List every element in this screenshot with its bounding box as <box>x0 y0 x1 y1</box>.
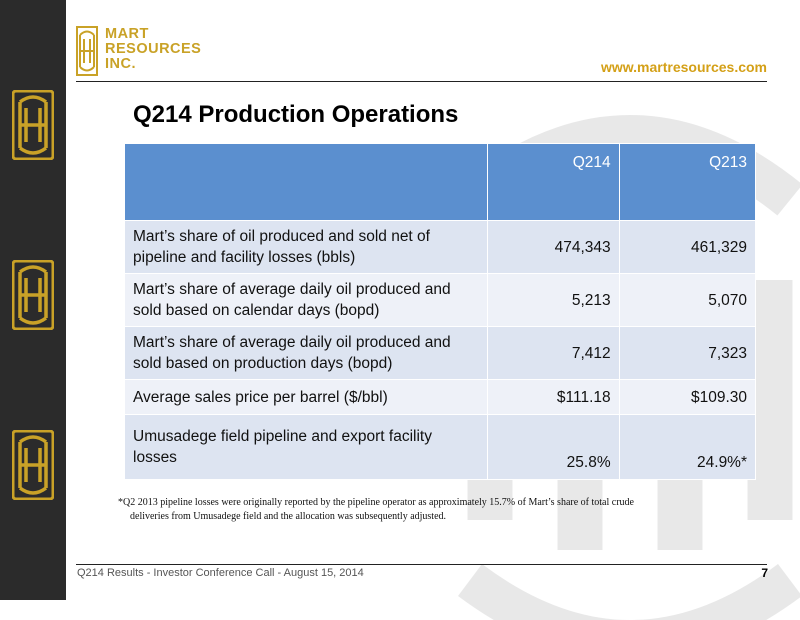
row-label: Mart’s share of oil produced and sold ne… <box>123 220 489 274</box>
footer-text: Q214 Results - Investor Conference Call … <box>77 567 364 579</box>
table-row: Mart’s share of average daily oil produc… <box>123 326 757 380</box>
table-header-label <box>123 143 489 221</box>
website-link[interactable]: www.martresources.com <box>601 59 767 75</box>
left-sidebar-bar <box>0 0 66 600</box>
table-row: Mart’s share of average daily oil produc… <box>123 273 757 327</box>
header-divider <box>76 81 767 82</box>
footnote: *Q2 2013 pipeline losses were originally… <box>118 496 718 524</box>
page-number: 7 <box>761 566 768 580</box>
mart-logo-icon <box>12 90 54 160</box>
table-row: Mart’s share of oil produced and sold ne… <box>123 220 757 274</box>
mart-logo-icon <box>12 430 54 500</box>
company-name: MART RESOURCES INC. <box>105 27 201 72</box>
row-value-q214: 474,343 <box>487 220 620 274</box>
row-label: Mart’s share of average daily oil produc… <box>123 273 489 327</box>
table-header-row: Q214 Q213 <box>123 143 757 221</box>
production-table: Q214 Q213 Mart’s share of oil produced a… <box>123 143 757 480</box>
row-value-q213: 461,329 <box>618 220 757 274</box>
company-name-line-2: RESOURCES <box>105 41 202 57</box>
row-value-q213: 24.9%* <box>618 414 757 480</box>
row-value-q213: $109.30 <box>618 379 757 415</box>
row-value-q214: 7,412 <box>487 326 620 380</box>
table-header-q213: Q213 <box>618 143 757 221</box>
company-name-line-3: INC. <box>105 56 136 72</box>
row-label: Mart’s share of average daily oil produc… <box>123 326 489 380</box>
page-title: Q214 Production Operations <box>133 101 459 128</box>
row-value-q214: 5,213 <box>487 273 620 327</box>
table-header-q214: Q214 <box>487 143 620 221</box>
table-row: Umusadege field pipeline and export faci… <box>123 414 757 480</box>
row-value-q214: 25.8% <box>487 414 620 480</box>
row-value-q213: 5,070 <box>618 273 757 327</box>
row-label: Umusadege field pipeline and export faci… <box>123 414 489 480</box>
row-value-q213: 7,323 <box>618 326 757 380</box>
row-label: Average sales price per barrel ($/bbl) <box>123 379 489 415</box>
table-row: Average sales price per barrel ($/bbl) $… <box>123 379 757 415</box>
row-value-q214: $111.18 <box>487 379 620 415</box>
footnote-line-1: *Q2 2013 pipeline losses were originally… <box>118 497 634 508</box>
footnote-line-2: deliveries from Umusadege field and the … <box>130 511 447 522</box>
company-logo-icon <box>76 26 98 76</box>
company-name-line-1: MART <box>105 26 149 42</box>
footer-divider <box>76 564 767 565</box>
mart-logo-icon <box>12 260 54 330</box>
